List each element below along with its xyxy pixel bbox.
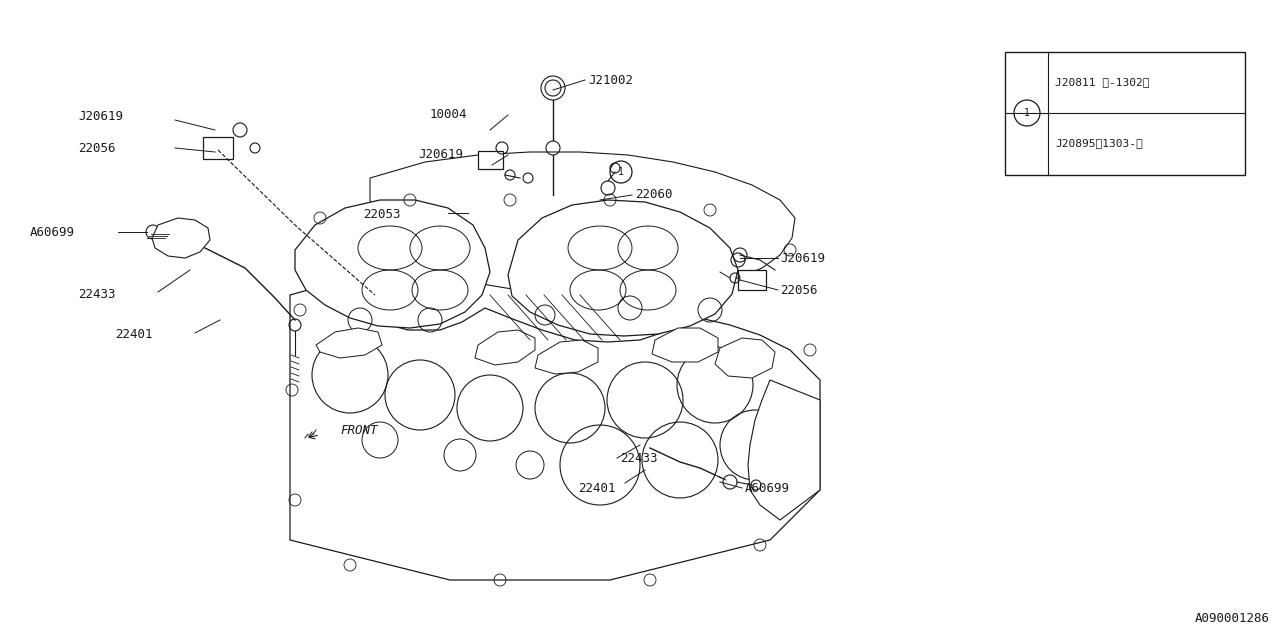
Text: 22053: 22053 <box>364 209 401 221</box>
Text: FRONT: FRONT <box>340 424 378 436</box>
Text: A60699: A60699 <box>29 225 76 239</box>
Polygon shape <box>716 338 774 378</box>
Text: J20895（1303-）: J20895（1303-） <box>1055 138 1143 148</box>
Text: 22056: 22056 <box>780 284 818 296</box>
Text: 22433: 22433 <box>620 451 658 465</box>
Text: 1: 1 <box>618 167 623 177</box>
Text: 22056: 22056 <box>78 141 115 154</box>
Text: J20619: J20619 <box>780 252 826 264</box>
Text: 22401: 22401 <box>115 328 152 342</box>
Text: J20619: J20619 <box>419 148 463 161</box>
Polygon shape <box>652 328 718 362</box>
Bar <box>1005 52 1245 175</box>
Text: 1: 1 <box>1024 108 1030 118</box>
Text: A090001286: A090001286 <box>1196 612 1270 625</box>
Bar <box>477 151 503 169</box>
Polygon shape <box>535 340 598 374</box>
Polygon shape <box>475 330 535 365</box>
Polygon shape <box>291 290 820 580</box>
Polygon shape <box>370 152 795 294</box>
Text: J21002: J21002 <box>588 74 634 86</box>
Polygon shape <box>152 218 210 258</box>
Text: 22060: 22060 <box>635 189 672 202</box>
Text: A60699: A60699 <box>745 481 790 495</box>
Polygon shape <box>294 200 490 328</box>
Text: J20619: J20619 <box>78 109 123 122</box>
Polygon shape <box>316 328 381 358</box>
Text: 22433: 22433 <box>78 289 115 301</box>
Bar <box>204 137 233 159</box>
Bar <box>739 270 765 290</box>
Text: 22401: 22401 <box>579 481 616 495</box>
Text: J20811 （-1302）: J20811 （-1302） <box>1055 77 1149 87</box>
Text: 10004: 10004 <box>430 109 467 122</box>
Polygon shape <box>748 380 820 520</box>
Polygon shape <box>508 200 739 336</box>
